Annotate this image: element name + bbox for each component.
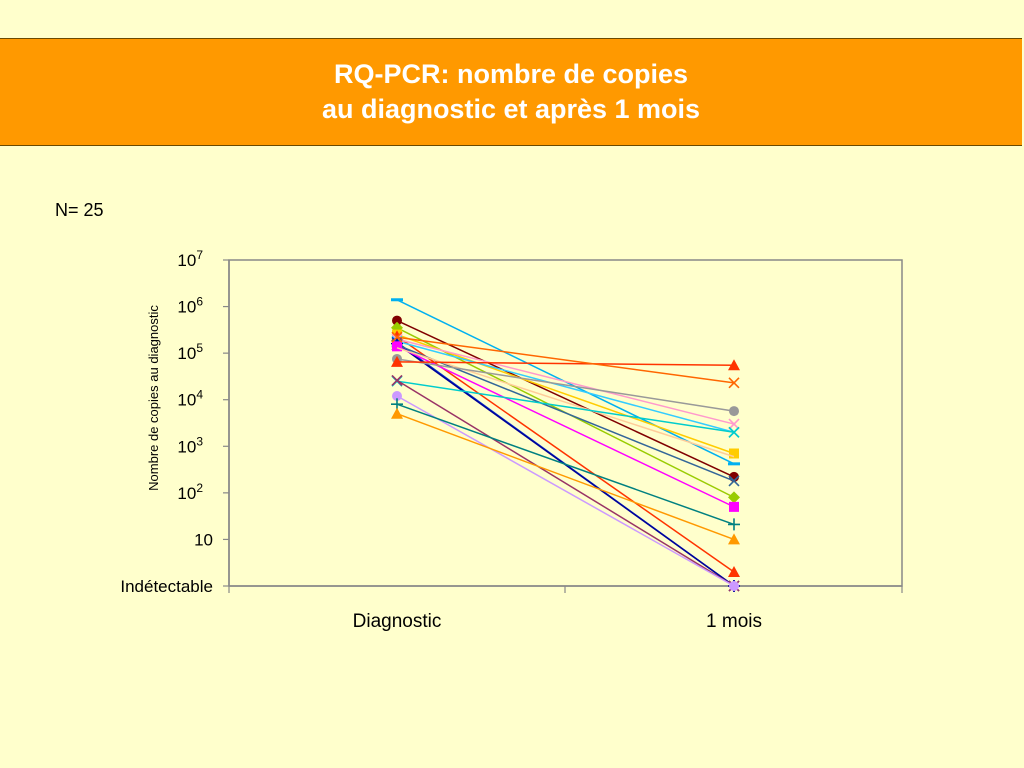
data-point [728,475,740,487]
series-line [396,347,735,458]
series-line [392,391,739,591]
series-line [391,407,740,545]
y-tick-label: 106 [177,295,203,317]
series-segment [396,347,735,458]
series-segment [396,319,735,478]
series-line [392,341,739,512]
data-point [728,565,740,577]
series-line [391,355,740,371]
data-point [391,331,403,343]
data-point [392,315,402,326]
data-point [392,341,402,352]
series-segment [396,379,735,587]
series-segment [396,338,735,425]
data-point [391,355,403,367]
y-tick-label: 10 [194,530,213,549]
series-segment [396,361,735,366]
title-line-1: RQ-PCR: nombre de copies [333,59,689,89]
series-segment [396,413,735,541]
series-segment [396,403,735,526]
y-tick-label: 104 [177,388,203,410]
y-axis-label: Nombre de copies au diagnostic [146,305,161,491]
data-point [729,406,739,417]
data-point [729,581,739,591]
data-point [728,359,740,371]
data-point [728,462,740,466]
data-point [728,418,740,430]
series-segment [396,335,735,573]
title-banner: RQ-PCR: nombre de copies au diagnostic e… [0,38,1022,146]
series-segment [396,345,735,508]
series-line [391,331,740,389]
x-category-label: Diagnostic [353,611,442,632]
data-point [729,501,739,512]
data-point [392,391,402,402]
series-segment [396,358,735,412]
data-point [729,448,739,459]
x-category-label: 1 mois [706,611,762,632]
series-segment [396,380,735,434]
y-tick-label: Indétectable [120,577,213,596]
data-point [728,426,740,438]
series-line [391,398,740,531]
y-tick-label: 102 [177,481,203,503]
data-point [391,374,403,386]
y-tick-label: 105 [177,341,203,363]
series-segment [396,340,735,433]
data-point [728,377,740,389]
data-point [391,298,403,302]
sample-size-label: N= 25 [55,200,104,220]
title-line-2: au diagnostic et après 1 mois [321,94,701,124]
data-point [728,491,740,504]
y-tick-label: 103 [177,434,203,456]
series-segment [396,336,735,384]
data-point [728,533,740,545]
plot-area [228,259,903,587]
series-segment [396,333,735,455]
data-point [391,407,403,419]
data-point [728,518,740,531]
series-segment [396,395,735,587]
y-tick-label: 107 [177,248,203,270]
